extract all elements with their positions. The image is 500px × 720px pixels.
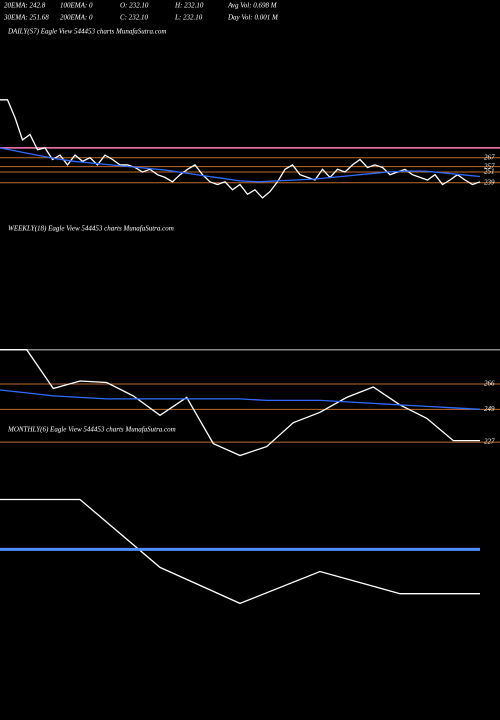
panel-title: DAILY(S7) Eagle View 544453 charts Munaf… (7, 28, 166, 36)
level-label: 249 (484, 405, 495, 413)
header-text: 30EMA: 251.68 (3, 14, 49, 22)
header-text: Avg Vol: 0.698 M (227, 2, 278, 10)
level-label: 239 (484, 178, 495, 186)
level-label: 257 (484, 162, 495, 170)
header-text: Day Vol: 0.001 M (227, 14, 279, 22)
level-label: 267 (484, 153, 495, 161)
header-text: H: 232.10 (174, 2, 204, 10)
header-text: C: 232.10 (120, 14, 149, 22)
level-label: 227 (484, 438, 495, 446)
price-line (0, 498, 480, 605)
header-text: 100EMA: 0 (60, 2, 93, 10)
price-line (0, 389, 481, 410)
header-text: 200EMA: 0 (60, 14, 93, 22)
price-line (0, 349, 480, 457)
header-text: 20EMA: 242.8 (4, 2, 46, 10)
level-label: 251 (484, 168, 495, 176)
header-text: L: 232.10 (174, 14, 203, 22)
panel-title: MONTHLY(6) Eagle View 544453 charts Muna… (7, 426, 176, 434)
panel-title: WEEKLY(18) Eagle View 544453 charts Muna… (8, 225, 174, 233)
level-label: 266 (484, 380, 495, 388)
header-text: O: 232.10 (120, 2, 149, 10)
price-line (0, 147, 481, 183)
